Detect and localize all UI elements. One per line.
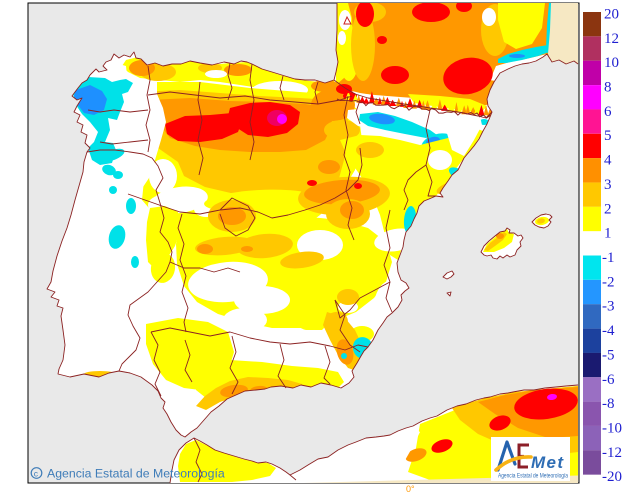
svg-text:-6: -6 [602,372,615,388]
svg-text:Met: Met [531,453,564,472]
svg-text:Agencia Estatal de Meteorologí: Agencia Estatal de Meteorología [498,474,569,480]
svg-text:3: 3 [604,177,612,193]
svg-text:-20: -20 [602,469,622,485]
svg-text:2: 2 [604,201,612,217]
svg-text:Agencia Estatal de Meteorologí: Agencia Estatal de Meteorología [47,467,225,481]
svg-text:-3: -3 [602,299,615,315]
svg-text:-4: -4 [602,323,615,339]
svg-text:-2: -2 [602,274,615,290]
svg-text:-12: -12 [602,445,622,461]
svg-text:-5: -5 [602,347,615,363]
svg-text:20: 20 [604,7,619,23]
svg-text:-10: -10 [602,421,622,437]
svg-text:12: 12 [604,31,619,47]
svg-text:5: 5 [604,128,612,144]
svg-text:-8: -8 [602,396,615,412]
svg-text:-1: -1 [602,250,615,266]
svg-text:4: 4 [604,153,612,169]
svg-text:8: 8 [604,80,612,96]
svg-text:c: c [34,469,39,479]
svg-text:0°: 0° [406,484,415,494]
svg-text:6: 6 [604,104,612,120]
svg-text:1: 1 [604,226,612,242]
svg-text:10: 10 [604,55,619,71]
